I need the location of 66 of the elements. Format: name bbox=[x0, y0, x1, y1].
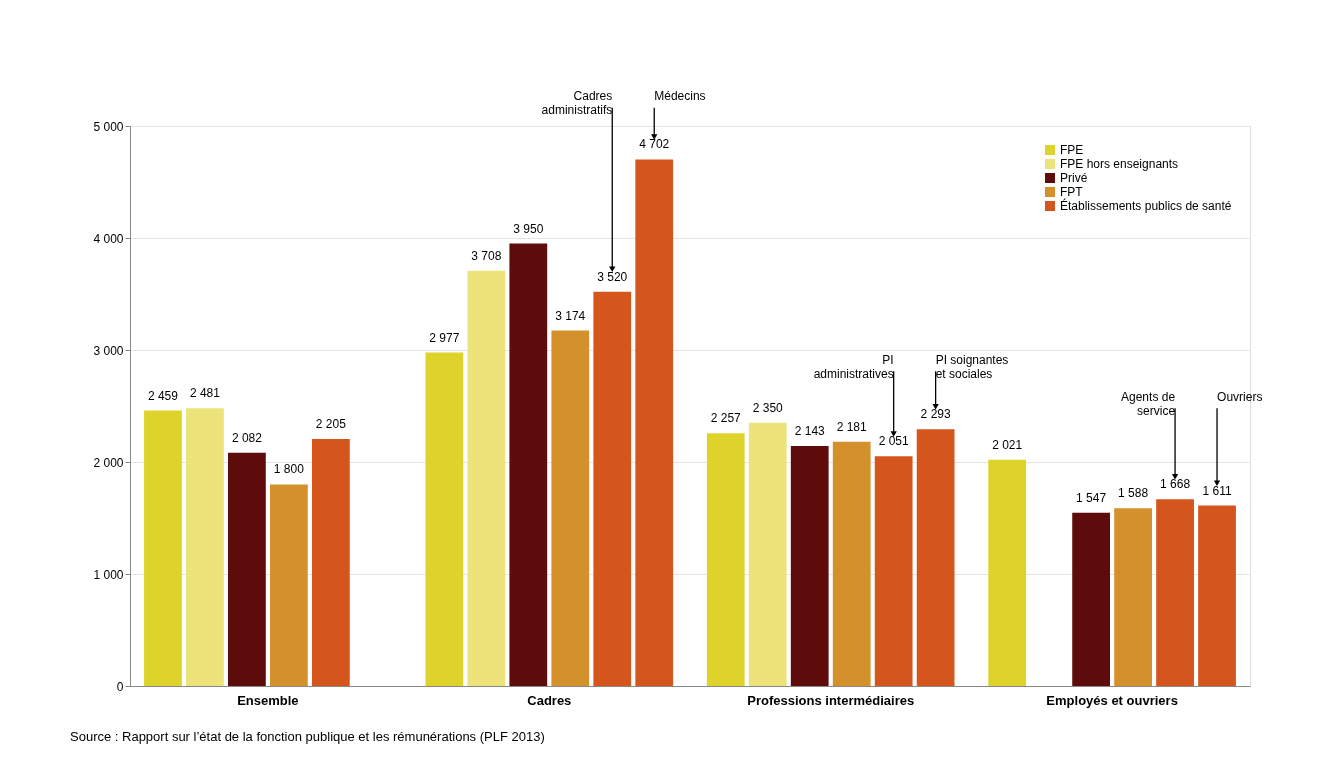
data-label: 2 143 bbox=[794, 423, 826, 438]
bar bbox=[832, 441, 871, 686]
bar bbox=[269, 484, 308, 686]
x-tick-label: Cadres bbox=[527, 692, 572, 708]
x-tick-label: Employés et ouvriers bbox=[1046, 692, 1178, 708]
data-label: 2 459 bbox=[147, 388, 179, 403]
annotation: PI soignantes et sociales bbox=[935, 352, 1009, 381]
data-label: 3 174 bbox=[555, 308, 586, 323]
bar bbox=[551, 330, 590, 686]
bar bbox=[144, 410, 182, 686]
text: Cadres administratifs bbox=[541, 89, 613, 118]
bar bbox=[228, 452, 266, 686]
bar bbox=[790, 445, 829, 686]
bar bbox=[467, 270, 506, 686]
bar bbox=[186, 408, 224, 686]
data-label: 2 021 bbox=[992, 437, 1023, 452]
bar bbox=[311, 439, 350, 686]
y-tick-label: 1 000 bbox=[93, 567, 124, 582]
legend-label: FPE bbox=[1060, 143, 1084, 157]
legend-label: FPE hors enseignants bbox=[1060, 157, 1179, 171]
bar bbox=[988, 459, 1027, 686]
bar bbox=[1156, 499, 1194, 686]
data-label: 2 051 bbox=[878, 434, 909, 449]
bar bbox=[1114, 508, 1152, 686]
data-label: 2 181 bbox=[836, 419, 868, 434]
bar bbox=[593, 291, 632, 686]
bar bbox=[635, 159, 674, 686]
bar bbox=[706, 433, 745, 686]
text: Médecins bbox=[654, 89, 706, 104]
x-tick-label: Ensemble bbox=[237, 692, 299, 708]
data-label: 3 708 bbox=[471, 248, 502, 263]
bar bbox=[425, 352, 464, 686]
data-label: 2 350 bbox=[752, 400, 784, 415]
data-label: 1 588 bbox=[1118, 486, 1149, 501]
y-tick-label: 2 000 bbox=[93, 455, 124, 470]
x-tick-label: Professions intermédiaires bbox=[747, 692, 915, 708]
data-label: 2 257 bbox=[710, 411, 742, 426]
legend-label: Établissements publics de santé bbox=[1060, 198, 1232, 213]
data-label: 1 547 bbox=[1076, 490, 1107, 505]
data-label: 2 205 bbox=[315, 417, 347, 432]
y-tick-label: 3 000 bbox=[93, 343, 124, 358]
data-label: 3 950 bbox=[513, 221, 544, 236]
legend-label: Privé bbox=[1060, 171, 1088, 185]
annotation: Ouvriers bbox=[1217, 389, 1263, 404]
data-label: 4 702 bbox=[639, 137, 670, 152]
source-note: Source : Rapport sur l’état de la fonction publique et les rémunérations (PLF 2013) bbox=[70, 729, 545, 744]
data-label: 2 293 bbox=[920, 407, 951, 422]
bar bbox=[748, 422, 787, 686]
y-tick-label: 0 bbox=[116, 679, 124, 694]
annotation: Agents de service bbox=[1121, 389, 1176, 418]
bar bbox=[509, 243, 548, 686]
data-label: 1 611 bbox=[1202, 483, 1232, 498]
bar bbox=[916, 429, 955, 686]
bar bbox=[874, 456, 913, 686]
data-label: 2 977 bbox=[429, 330, 460, 345]
data-label: 1 668 bbox=[1160, 477, 1191, 492]
data-label: 2 082 bbox=[231, 430, 263, 445]
data-label: 1 800 bbox=[273, 462, 305, 477]
annotation: PI administratives bbox=[813, 352, 894, 381]
bar bbox=[1072, 512, 1111, 686]
data-label: 3 520 bbox=[597, 269, 628, 284]
data-label: 2 481 bbox=[189, 386, 221, 401]
legend-label: FPT bbox=[1060, 185, 1084, 199]
y-tick-label: 5 000 bbox=[93, 119, 124, 134]
bar bbox=[1198, 505, 1236, 686]
y-tick-label: 4 000 bbox=[93, 231, 124, 246]
